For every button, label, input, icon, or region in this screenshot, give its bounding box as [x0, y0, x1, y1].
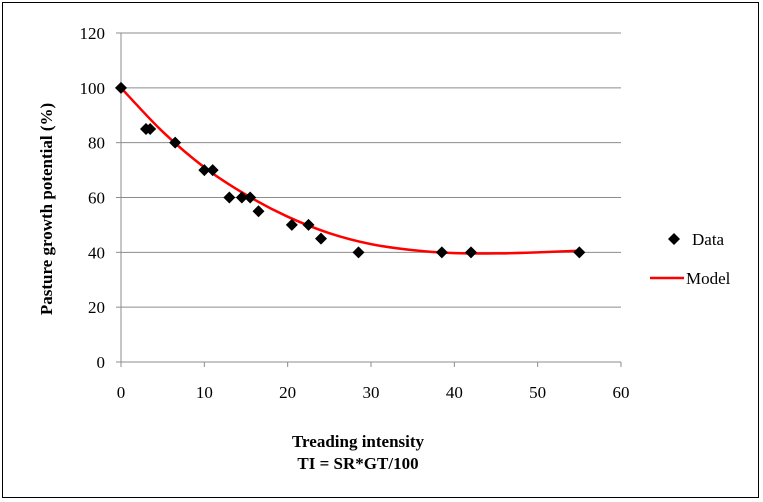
y-tick-labels: 0 20 40 60 80 100 120: [80, 24, 106, 372]
legend-data-marker: [668, 233, 680, 245]
x-tick-label: 0: [117, 383, 126, 402]
y-tick-label: 0: [97, 353, 106, 372]
data-point: [235, 191, 248, 204]
legend-model-label: Model: [686, 269, 731, 288]
data-point: [252, 205, 265, 218]
x-axis-label-line-1: Treading intensity: [291, 432, 425, 451]
y-tick-label: 120: [80, 24, 106, 43]
data-point: [465, 246, 477, 259]
y-tick-label: 60: [88, 189, 105, 208]
data-point: [285, 218, 298, 231]
y-axis-label: Pasture growth potential (%): [37, 102, 56, 316]
legend-data-label: Data: [692, 230, 725, 249]
x-tick-label: 40: [446, 383, 463, 402]
x-tick-label: 20: [279, 383, 296, 402]
data-point: [302, 218, 315, 231]
x-tick-label: 10: [196, 383, 213, 402]
data-point: [144, 122, 157, 135]
y-tick-label: 40: [88, 243, 105, 262]
data-point: [315, 232, 327, 245]
data-point: [435, 246, 448, 259]
y-tick-label: 20: [88, 298, 105, 317]
data-point: [198, 164, 211, 177]
data-point: [115, 81, 127, 94]
axes: [116, 32, 622, 367]
data-point: [169, 136, 182, 149]
x-axis-label-line-2: TI = SR*GT/100: [297, 454, 419, 473]
data-series: [115, 81, 586, 259]
y-tick-label: 100: [80, 79, 106, 98]
data-point: [223, 191, 236, 204]
grid-lines: [121, 32, 621, 308]
data-point: [206, 164, 219, 177]
x-tick-label: 50: [529, 383, 546, 402]
x-tick-label: 30: [363, 383, 380, 402]
x-tick-labels: 0 10 20 30 40 50 60: [117, 383, 630, 402]
legend: Data Model: [650, 230, 731, 288]
x-tick-label: 60: [613, 383, 630, 402]
model-series: [120, 86, 580, 255]
y-tick-label: 80: [88, 134, 105, 153]
model-line: [120, 86, 580, 255]
data-point: [352, 246, 365, 259]
x-axis-label: Treading intensity TI = SR*GT/100: [223, 431, 493, 475]
data-point: [573, 246, 586, 259]
chart-svg: 0 20 40 60 80 100 120 0 10 20 30 40 50 60 Data Model: [80, 24, 731, 402]
data-point: [244, 191, 257, 204]
